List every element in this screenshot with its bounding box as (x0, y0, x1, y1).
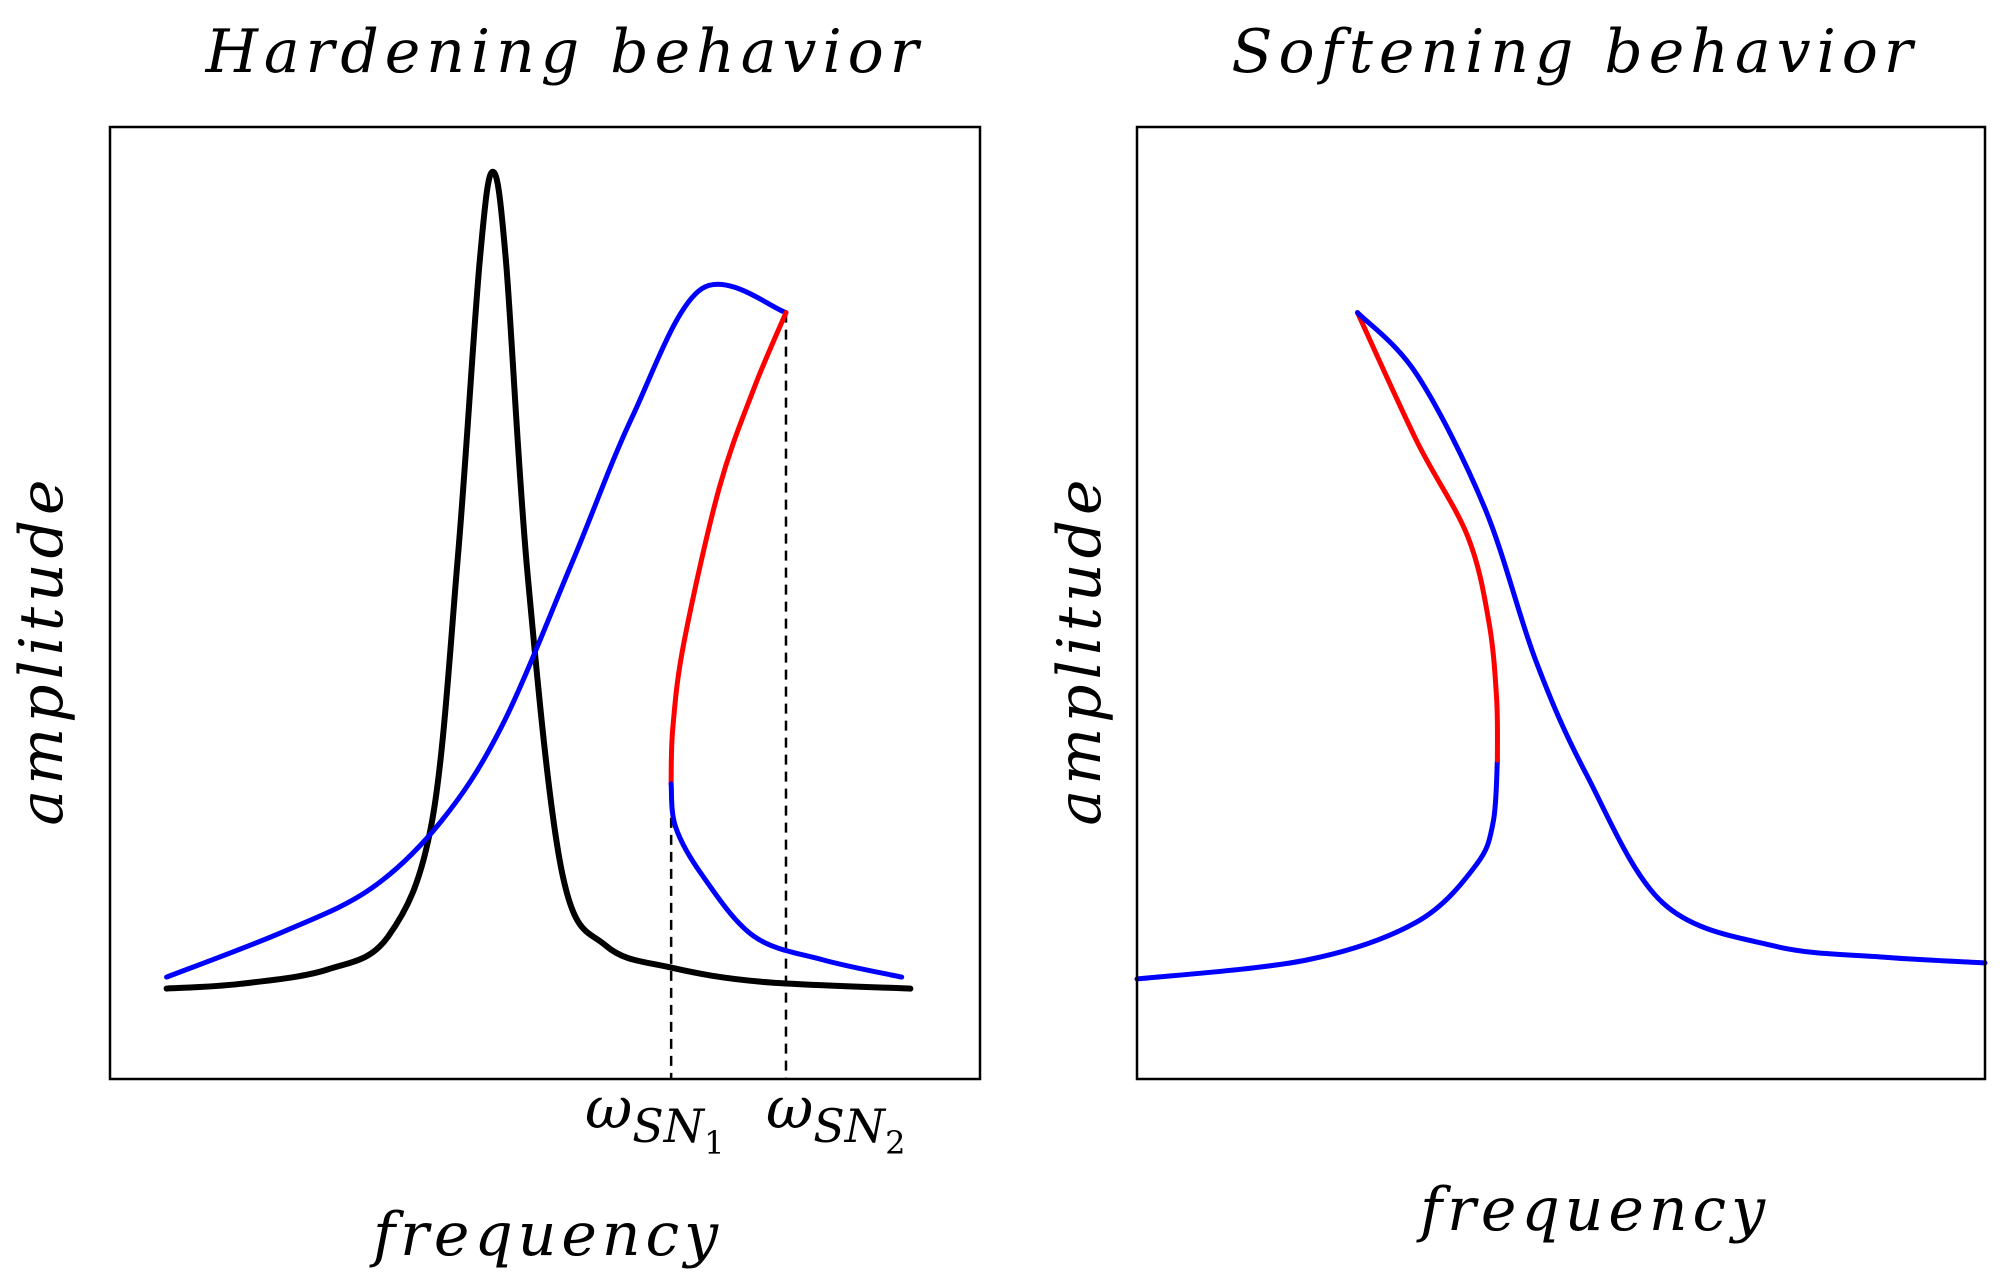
softening-ylabel: amplitude (1045, 474, 1115, 825)
hardening-title: Hardening behavior (205, 17, 925, 87)
omega-sn1-subsub: 1 (704, 1124, 724, 1162)
omega-sn1-sub: SN (632, 1099, 706, 1153)
omega-sn2-subsub: 2 (885, 1124, 905, 1162)
hardening-linear-response-series-1 (163, 168, 914, 992)
hardening-xlabel: frequency (369, 1200, 723, 1270)
hardening-stable-branch-series-2 (164, 281, 789, 980)
softening-frame (1135, 125, 1987, 1081)
omega-sn1-label: ωSN1 (585, 1074, 724, 1162)
softening-unstable-branch-series-2 (1355, 310, 1500, 763)
hardening-stable-branch-series-4 (668, 781, 905, 980)
softening-title: Softening behavior (1231, 17, 1918, 87)
hardening-unstable-branch-series-3 (668, 310, 789, 787)
softening-xlabel: frequency (1416, 1175, 1770, 1245)
softening-panel: Softening behavior amplitude frequency (1045, 17, 1988, 1245)
omega-sn1-symbol: ω (585, 1074, 632, 1142)
hardening-plot-area (163, 168, 914, 1079)
hardening-ylabel: amplitude (7, 474, 77, 825)
hardening-panel: Hardening behavior amplitude frequency ω… (7, 17, 982, 1270)
omega-sn2-symbol: ω (766, 1074, 813, 1142)
softening-plot-area (1134, 310, 1988, 982)
omega-sn2-sub: SN (813, 1099, 887, 1153)
softening-stable-branch-series-3 (1355, 310, 1988, 966)
softening-stable-branch-series-1 (1134, 757, 1500, 982)
omega-sn2-label: ωSN2 (766, 1074, 905, 1162)
hardening-frame (108, 125, 982, 1081)
